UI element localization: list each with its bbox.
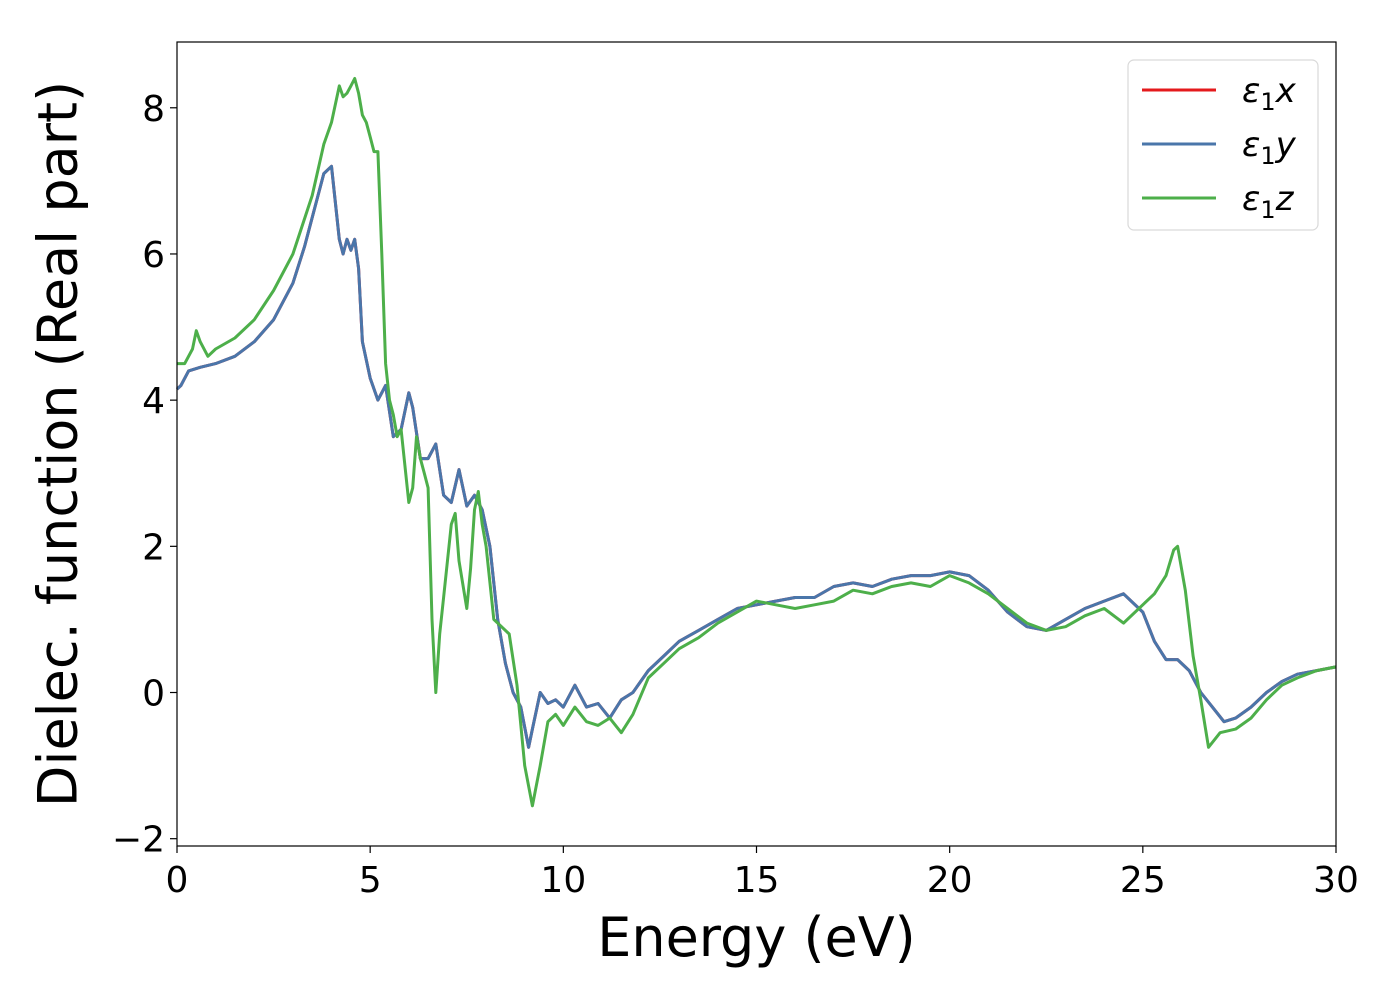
- x-tick-label: 20: [927, 860, 973, 901]
- series-line-z: [177, 77, 1337, 808]
- series-layer: [175, 77, 1337, 808]
- y-tick-label: 0: [142, 674, 165, 715]
- x-tick-label: 10: [540, 860, 586, 901]
- y-axis-label: Dielec. function (Real part): [27, 81, 90, 807]
- series-line-y: [175, 164, 1337, 749]
- x-tick-label: 15: [734, 860, 780, 901]
- y-tick-label: 4: [142, 381, 165, 422]
- legend-label-z: ε1z: [1242, 179, 1295, 224]
- y-tick-label: 6: [142, 235, 165, 276]
- x-axis-label: Energy (eV): [597, 906, 916, 969]
- x-tick-label: 30: [1313, 860, 1359, 901]
- y-tick-label: 2: [142, 527, 165, 568]
- legend-label-y: ε1y: [1242, 125, 1297, 170]
- y-tick-label: −2: [112, 820, 165, 861]
- x-tick-label: 5: [359, 860, 382, 901]
- legend-label-x: ε1x: [1242, 71, 1297, 116]
- x-tick-label: 25: [1120, 860, 1166, 901]
- x-tick-label: 0: [166, 860, 189, 901]
- y-tick-label: 8: [142, 89, 165, 130]
- legend: ε1x ε1y ε1z: [1127, 59, 1319, 231]
- legend-box: [1127, 59, 1319, 231]
